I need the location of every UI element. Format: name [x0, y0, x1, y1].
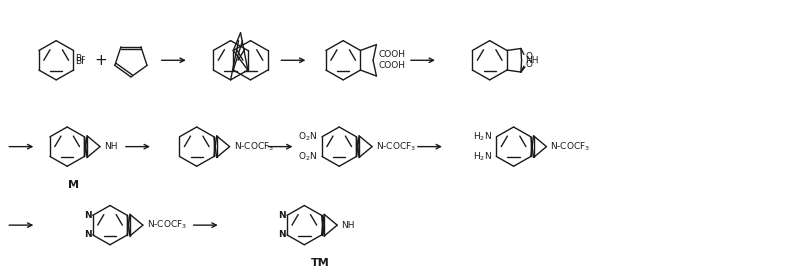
- Text: +: +: [94, 53, 107, 68]
- Text: O: O: [526, 60, 533, 69]
- Text: H$_2$N: H$_2$N: [473, 131, 492, 143]
- Text: COOH: COOH: [378, 61, 406, 70]
- Text: TM: TM: [311, 258, 330, 268]
- Text: N-COCF$_3$: N-COCF$_3$: [234, 140, 274, 153]
- Text: M: M: [68, 180, 78, 190]
- Text: N-COCF$_3$: N-COCF$_3$: [376, 140, 417, 153]
- Text: Br: Br: [75, 54, 86, 63]
- Text: N: N: [278, 230, 286, 239]
- Text: NH: NH: [342, 221, 354, 230]
- Text: N-COCF$_3$: N-COCF$_3$: [550, 140, 591, 153]
- Text: H$_2$N: H$_2$N: [473, 150, 492, 163]
- Text: Br: Br: [75, 57, 86, 66]
- Text: NH: NH: [104, 142, 118, 151]
- Text: O$_2$N: O$_2$N: [298, 150, 318, 163]
- Text: NH: NH: [526, 56, 539, 65]
- Text: N: N: [84, 211, 92, 220]
- Text: N: N: [278, 211, 286, 220]
- Text: O$_2$N: O$_2$N: [298, 131, 318, 143]
- Text: N: N: [84, 230, 92, 239]
- Text: COOH: COOH: [378, 50, 406, 60]
- Text: N-COCF$_3$: N-COCF$_3$: [147, 219, 187, 231]
- Text: O: O: [526, 52, 533, 61]
